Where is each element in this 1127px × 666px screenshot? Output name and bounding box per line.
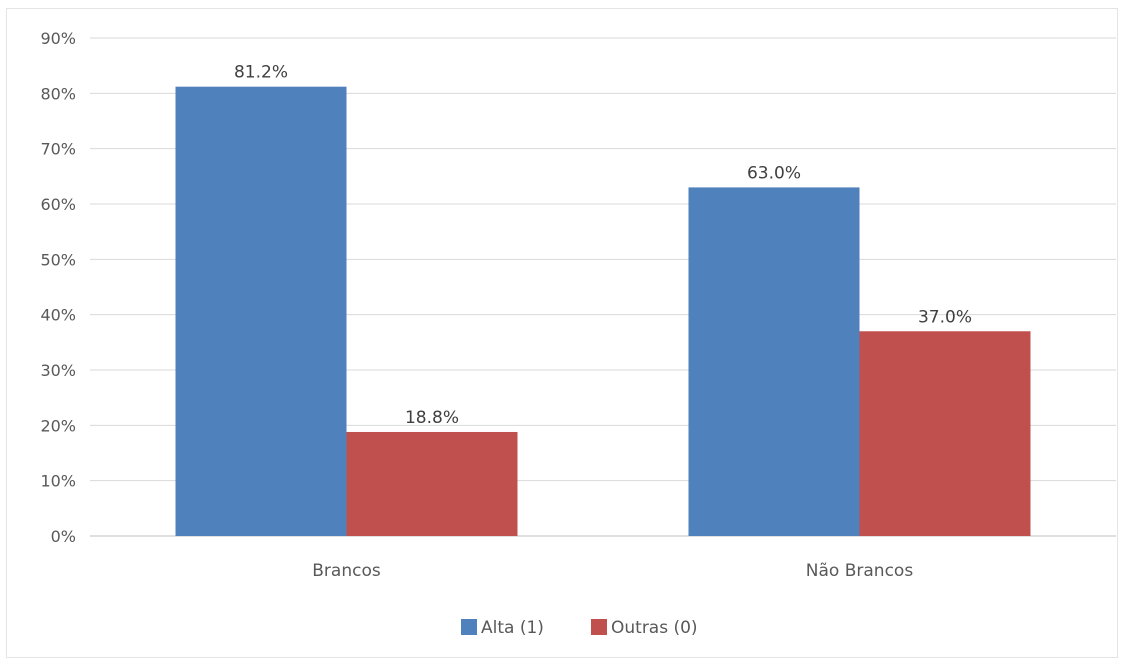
- legend-label: Outras (0): [611, 618, 698, 638]
- category-label: Brancos: [312, 561, 381, 581]
- bar-alta-0: [175, 86, 347, 537]
- data-labels: 81.2% 18.8% 63.0% 37.0%: [234, 63, 972, 428]
- x-axis-categories: Brancos Não Brancos: [312, 561, 913, 581]
- bar-outras-0: [346, 431, 518, 536]
- legend: Alta (1) Outras (0): [461, 618, 698, 638]
- y-tick-label: 90%: [40, 29, 76, 48]
- y-tick-label: 10%: [40, 472, 76, 491]
- category-label: Não Brancos: [806, 561, 914, 581]
- y-tick-label: 0%: [51, 527, 76, 546]
- y-tick-label: 80%: [40, 84, 76, 103]
- y-tick-label: 70%: [40, 140, 76, 159]
- data-label: 18.8%: [405, 408, 459, 428]
- bars: [175, 86, 1031, 537]
- legend-label: Alta (1): [481, 618, 544, 638]
- bar-outras-1: [859, 331, 1031, 536]
- y-tick-label: 50%: [40, 250, 76, 269]
- legend-swatch: [461, 619, 477, 635]
- y-axis-ticks: 0% 10% 20% 30% 40% 50% 60% 70% 80% 90%: [40, 29, 76, 546]
- y-tick-label: 20%: [40, 416, 76, 435]
- data-label: 81.2%: [234, 63, 288, 83]
- bar-alta-1: [688, 187, 860, 536]
- y-tick-label: 40%: [40, 306, 76, 325]
- data-label: 37.0%: [918, 307, 972, 327]
- y-tick-label: 30%: [40, 361, 76, 380]
- legend-swatch: [591, 619, 607, 635]
- data-label: 63.0%: [747, 163, 801, 183]
- y-tick-label: 60%: [40, 195, 76, 214]
